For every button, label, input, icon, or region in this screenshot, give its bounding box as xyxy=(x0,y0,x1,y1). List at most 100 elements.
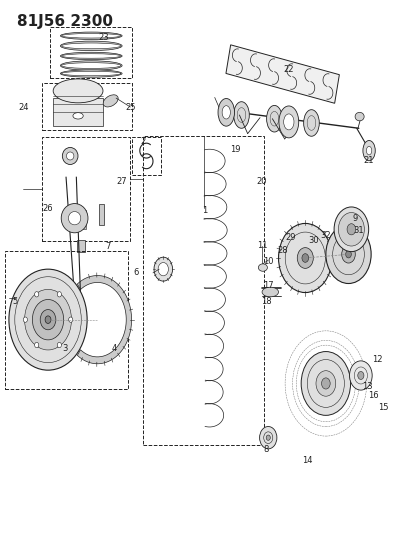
Text: 11: 11 xyxy=(257,241,267,250)
Text: 14: 14 xyxy=(302,456,313,465)
Ellipse shape xyxy=(346,251,351,258)
Text: 18: 18 xyxy=(261,296,271,305)
Ellipse shape xyxy=(57,342,62,348)
Text: 23: 23 xyxy=(98,34,109,43)
Ellipse shape xyxy=(363,141,375,161)
Ellipse shape xyxy=(259,264,268,271)
Ellipse shape xyxy=(326,225,371,284)
Ellipse shape xyxy=(154,257,173,281)
Bar xyxy=(5,251,128,389)
Ellipse shape xyxy=(297,248,313,268)
Ellipse shape xyxy=(62,54,121,58)
Ellipse shape xyxy=(69,317,73,322)
Ellipse shape xyxy=(366,147,372,155)
Ellipse shape xyxy=(267,106,282,132)
Bar xyxy=(77,240,85,252)
Text: 28: 28 xyxy=(278,246,288,255)
Ellipse shape xyxy=(62,34,121,38)
Ellipse shape xyxy=(284,114,294,130)
Ellipse shape xyxy=(60,70,122,77)
Text: 16: 16 xyxy=(368,391,379,400)
Ellipse shape xyxy=(23,317,27,322)
Ellipse shape xyxy=(57,292,62,297)
Ellipse shape xyxy=(266,435,270,440)
Text: 9: 9 xyxy=(352,214,357,223)
Ellipse shape xyxy=(260,426,277,449)
Ellipse shape xyxy=(62,148,78,165)
Ellipse shape xyxy=(304,110,319,136)
Ellipse shape xyxy=(103,95,118,107)
Ellipse shape xyxy=(338,213,364,246)
Ellipse shape xyxy=(60,52,122,60)
Ellipse shape xyxy=(262,287,278,297)
Ellipse shape xyxy=(302,254,309,262)
Bar xyxy=(50,27,133,78)
Ellipse shape xyxy=(355,112,364,121)
Bar xyxy=(100,204,104,225)
Text: 26: 26 xyxy=(43,204,53,213)
Ellipse shape xyxy=(61,204,88,233)
Text: 29: 29 xyxy=(286,233,296,242)
Text: 22: 22 xyxy=(284,66,294,74)
Ellipse shape xyxy=(53,79,103,103)
Ellipse shape xyxy=(222,106,230,119)
Ellipse shape xyxy=(234,102,249,128)
Text: 6: 6 xyxy=(134,269,139,277)
Bar xyxy=(226,45,339,103)
Text: 12: 12 xyxy=(372,355,382,364)
Bar xyxy=(42,83,133,130)
Ellipse shape xyxy=(347,224,356,235)
Ellipse shape xyxy=(60,32,122,39)
Text: 25: 25 xyxy=(125,102,135,111)
Bar xyxy=(53,99,103,126)
Ellipse shape xyxy=(69,212,81,225)
Ellipse shape xyxy=(322,378,330,389)
Text: 1: 1 xyxy=(202,206,207,215)
Ellipse shape xyxy=(62,71,121,76)
Text: 81J56 2300: 81J56 2300 xyxy=(17,14,113,29)
Ellipse shape xyxy=(73,112,83,119)
Ellipse shape xyxy=(66,152,74,160)
Text: 30: 30 xyxy=(308,237,319,246)
Text: 5: 5 xyxy=(12,296,18,305)
Ellipse shape xyxy=(334,207,369,252)
Text: 7: 7 xyxy=(105,242,110,251)
Text: 24: 24 xyxy=(18,102,28,111)
Ellipse shape xyxy=(35,292,39,297)
Ellipse shape xyxy=(158,263,169,276)
Ellipse shape xyxy=(32,300,64,340)
Text: 3: 3 xyxy=(62,344,67,353)
Polygon shape xyxy=(77,276,132,364)
Ellipse shape xyxy=(45,316,51,324)
Text: 19: 19 xyxy=(230,145,240,154)
Bar xyxy=(143,136,264,445)
Text: 31: 31 xyxy=(354,226,364,235)
Ellipse shape xyxy=(9,269,87,370)
Ellipse shape xyxy=(60,41,122,51)
Ellipse shape xyxy=(349,361,372,390)
Text: 4: 4 xyxy=(111,344,116,353)
Text: 10: 10 xyxy=(263,257,273,265)
Text: 27: 27 xyxy=(117,177,128,186)
Bar xyxy=(42,138,131,241)
Text: 2: 2 xyxy=(140,137,145,146)
Text: 15: 15 xyxy=(378,403,389,412)
Ellipse shape xyxy=(316,370,336,396)
Ellipse shape xyxy=(278,223,332,293)
Text: 20: 20 xyxy=(257,177,267,186)
Text: 13: 13 xyxy=(362,382,373,391)
Ellipse shape xyxy=(301,352,351,415)
Bar xyxy=(132,137,161,175)
Text: 32: 32 xyxy=(320,231,331,240)
Ellipse shape xyxy=(279,106,299,138)
Ellipse shape xyxy=(60,61,122,70)
Ellipse shape xyxy=(24,289,71,350)
Text: 8: 8 xyxy=(263,446,269,455)
Text: 21: 21 xyxy=(364,156,374,165)
Ellipse shape xyxy=(358,372,364,379)
Ellipse shape xyxy=(62,43,121,49)
Ellipse shape xyxy=(342,246,355,263)
Ellipse shape xyxy=(218,99,235,126)
Bar xyxy=(82,210,86,229)
Ellipse shape xyxy=(35,342,39,348)
